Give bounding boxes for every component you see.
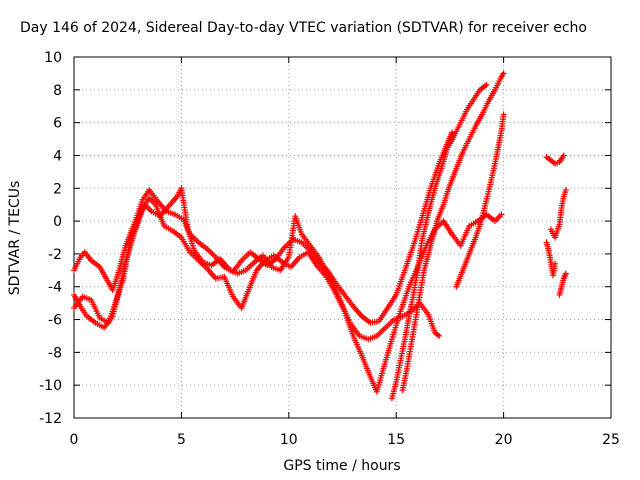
- y-tick-label: 4: [53, 148, 62, 164]
- y-tick-label: -10: [39, 378, 62, 394]
- data-series-1: [71, 129, 456, 326]
- y-tick-label: -2: [48, 247, 62, 263]
- data-series-9: [543, 239, 559, 279]
- grid-lines: [74, 57, 611, 418]
- y-axis-label: SDTVAR / TECUs: [7, 181, 23, 296]
- data-series-5: [399, 70, 507, 394]
- y-tick-label: 6: [53, 116, 62, 132]
- data-point: [498, 211, 505, 218]
- x-tick-label: 15: [387, 432, 405, 448]
- data-point: [436, 332, 443, 339]
- x-axis-label: GPS time / hours: [283, 458, 400, 474]
- x-tick-labels: 0 5 10 15 20 25: [70, 432, 620, 448]
- y-tick-labels: -12 -10 -8 -6 -4 -2 0 2 4 6 8 10: [39, 50, 62, 427]
- data-point: [500, 111, 507, 118]
- data-series-7: [543, 152, 567, 167]
- data-points: [71, 70, 569, 402]
- y-tick-label: 0: [53, 214, 62, 230]
- data-series-3: [71, 195, 443, 343]
- chart-title: Day 146 of 2024, Sidereal Day-to-day VTE…: [20, 20, 587, 36]
- data-series-6: [453, 111, 507, 290]
- data-point: [500, 70, 507, 77]
- data-point: [562, 270, 569, 277]
- x-tick-label: 10: [280, 432, 298, 448]
- data-point: [483, 81, 490, 88]
- data-series-4: [388, 81, 490, 402]
- y-tick-label: -4: [48, 280, 62, 296]
- axis-ticks: [73, 56, 612, 419]
- data-point: [449, 129, 456, 136]
- y-tick-label: 8: [53, 83, 62, 99]
- plot-frame: [73, 56, 612, 419]
- x-tick-label: 0: [70, 432, 79, 448]
- y-tick-label: -8: [48, 345, 62, 361]
- y-tick-label: -6: [48, 313, 62, 329]
- data-point: [552, 260, 559, 267]
- data-series-10: [556, 270, 569, 298]
- data-series-8: [547, 186, 569, 241]
- x-tick-label: 25: [602, 432, 620, 448]
- y-tick-label: 10: [44, 50, 62, 66]
- data-point: [562, 186, 569, 193]
- y-tick-label: 2: [53, 181, 62, 197]
- x-tick-label: 5: [177, 432, 186, 448]
- data-point: [560, 152, 567, 159]
- y-tick-label: -12: [39, 411, 62, 427]
- x-tick-label: 20: [495, 432, 513, 448]
